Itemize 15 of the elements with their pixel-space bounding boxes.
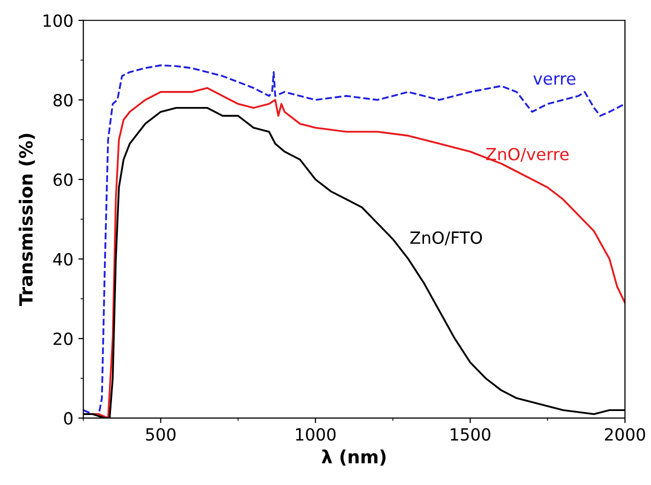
series-label: verre <box>533 75 576 85</box>
series-label: ZnO/FTO <box>410 231 482 246</box>
x-tick-label: 1000 <box>296 428 336 441</box>
x-tick-label: 2000 <box>604 428 646 441</box>
y-tick-label: 100 <box>44 14 72 27</box>
series-label: ZnO/verre <box>486 148 569 162</box>
y-axis-title: Transmission (%) <box>18 134 35 306</box>
y-tick-label: 40 <box>53 252 72 266</box>
y-tick-label: 0 <box>64 412 72 425</box>
x-axis-title: λ (nm) <box>322 449 386 466</box>
y-tick-label: 20 <box>54 332 72 346</box>
x-tick-label: 1500 <box>450 428 490 441</box>
y-tick-label: 80 <box>54 94 72 106</box>
x-tick-label: 500 <box>146 428 176 441</box>
y-tick-label: 60 <box>54 173 72 186</box>
